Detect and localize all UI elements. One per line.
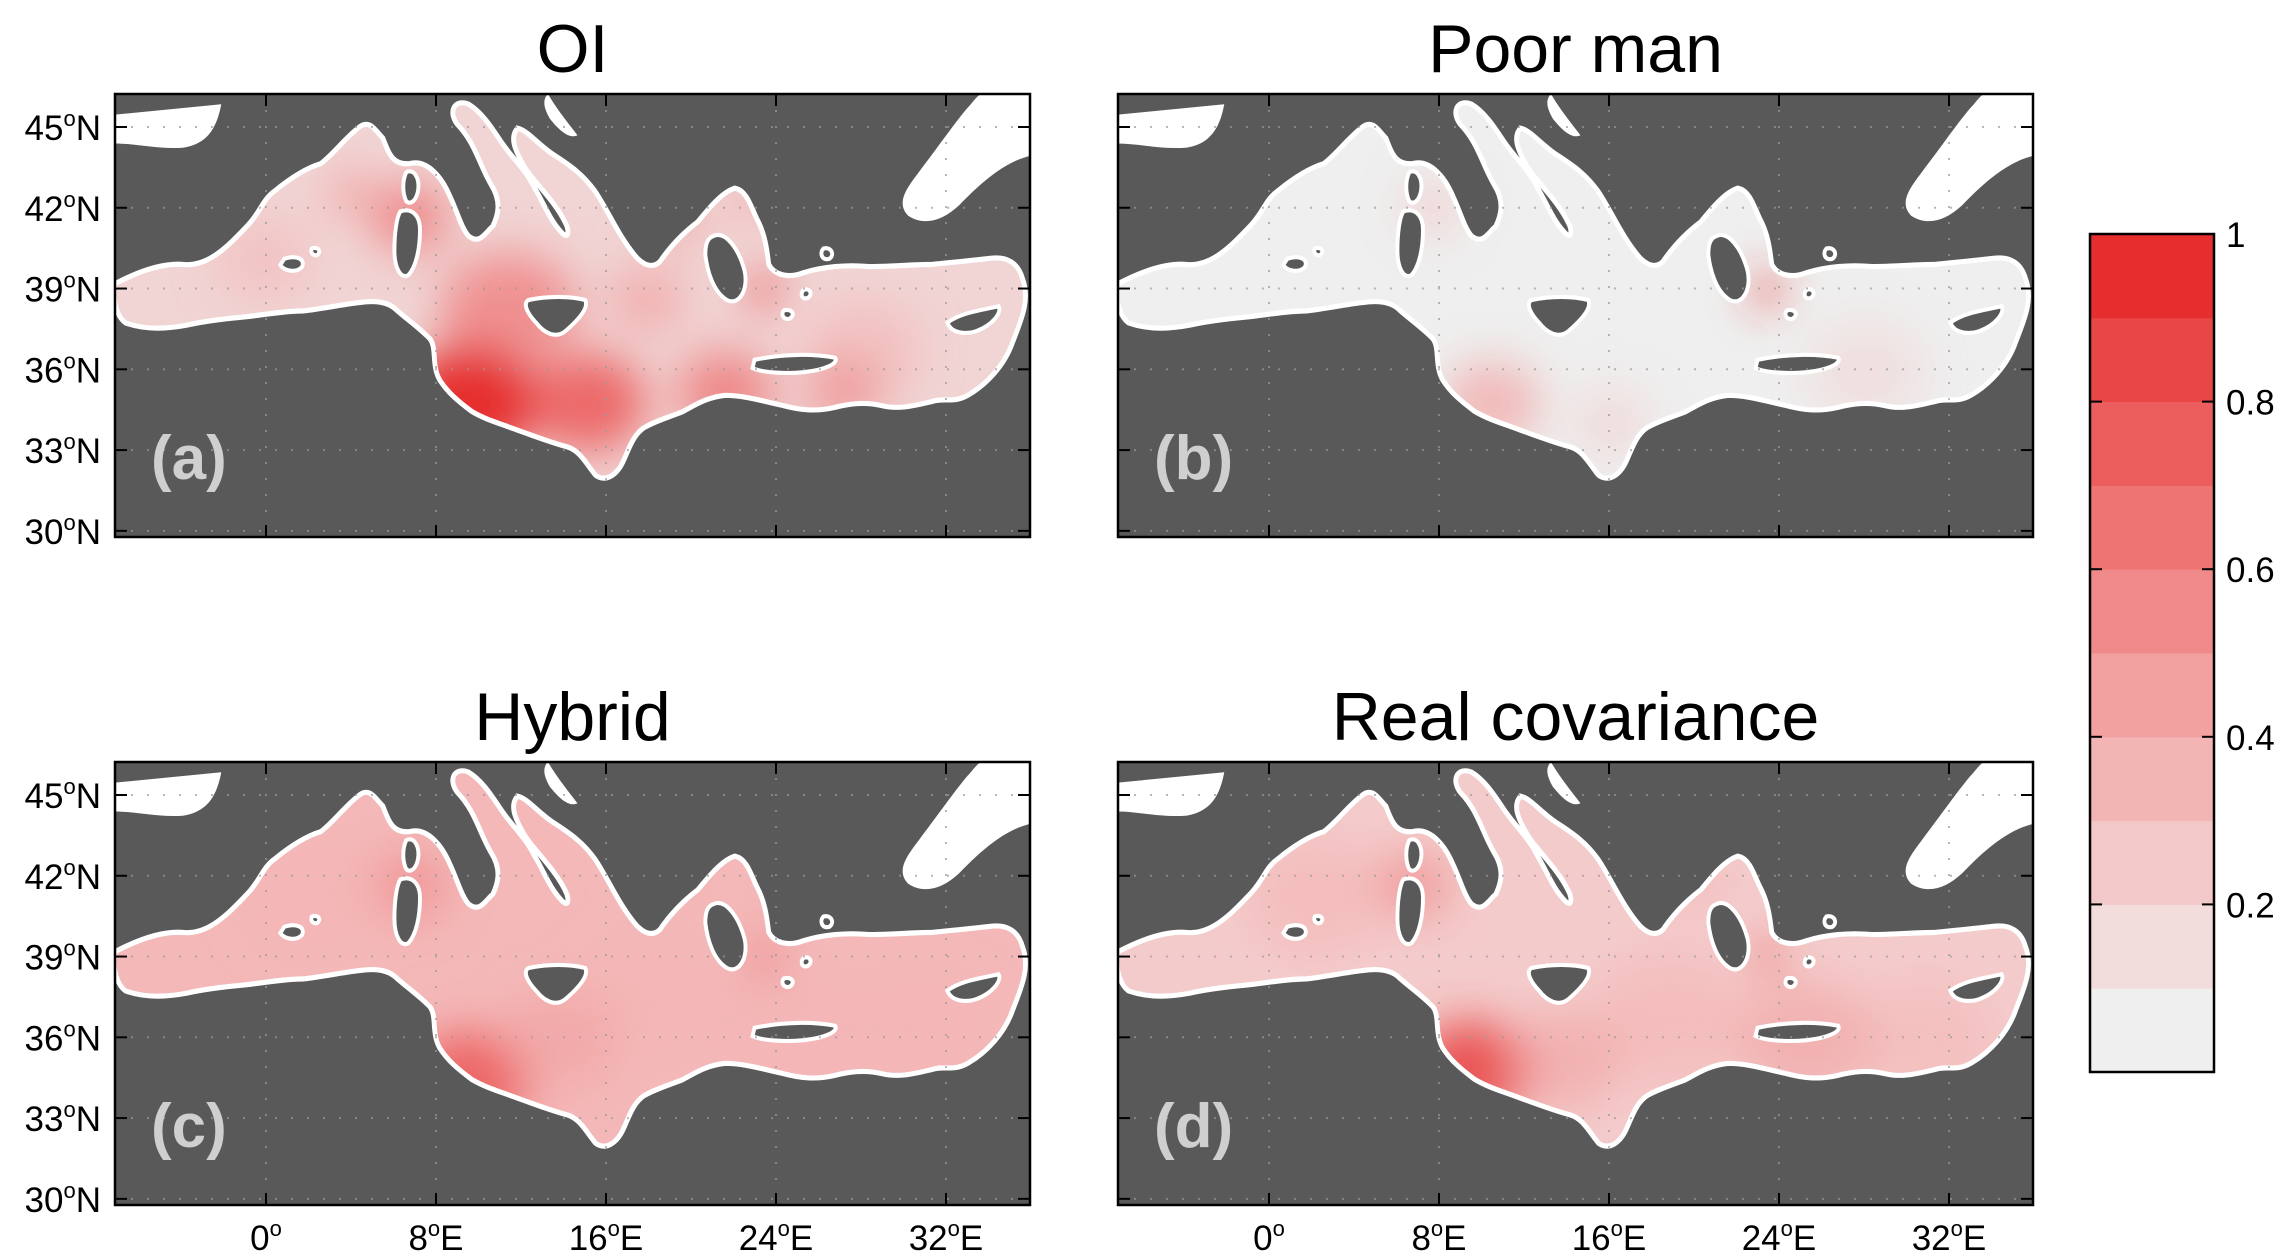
lon-tick-label: 8oE (1411, 1216, 1466, 1256)
colorbar-swatch (2090, 821, 2214, 905)
colorbar-swatch (2090, 904, 2214, 988)
lon-tick-label: 0o (1253, 1216, 1285, 1256)
lon-tick-label: 24oE (739, 1216, 814, 1256)
panel-label: (c) (151, 1092, 227, 1161)
intensity-blob (1752, 277, 1783, 303)
colorbar-tick-label: 0.2 (2226, 886, 2275, 925)
map-panel: OI (a) 45oN 42oN 39oN 36oN 33oN 30oN (25, 11, 1030, 552)
intensity-blob (1754, 946, 1782, 969)
lon-tick-label: 8oE (408, 1216, 463, 1256)
lat-tick-label: 39oN (25, 268, 101, 310)
panel-title: OI (537, 11, 609, 87)
lat-tick-label: 45oN (25, 774, 101, 816)
map-panels: OI (a) 45oN 42oN 39oN 36oN 33oN 30oN Poor man (b)… (25, 11, 2033, 1256)
panel-title: Hybrid (474, 679, 671, 755)
lat-tick-label: 36oN (25, 348, 101, 390)
lat-tick-label: 36oN (25, 1016, 101, 1058)
colorbar-swatch (2090, 737, 2214, 821)
colorbar-swatch (2090, 988, 2214, 1072)
lon-tick-label: 32oE (1912, 1216, 1987, 1256)
lat-tick-label: 30oN (25, 1178, 101, 1220)
intensity-blob (499, 991, 617, 1090)
lat-tick-label: 45oN (25, 106, 101, 148)
colorbar-swatch (2090, 234, 2214, 318)
lat-tick-label: 33oN (25, 1097, 101, 1139)
colorbar-tick-label: 0.4 (2226, 719, 2275, 758)
panel-label: (d) (1154, 1092, 1233, 1161)
panel-label: (b) (1154, 424, 1233, 493)
lon-tick-label: 24oE (1742, 1216, 1817, 1256)
map-panel: Real covariance (d) 0o 8oE 16oE 24oE 32oE (1118, 679, 2033, 1256)
colorbar-swatch (2090, 653, 2214, 737)
colorbar: 1 0.8 0.6 0.4 0.2 (2090, 216, 2275, 1073)
colorbar-swatch (2090, 318, 2214, 402)
lat-tick-label: 33oN (25, 429, 101, 471)
lat-tick-label: 42oN (25, 855, 101, 897)
colorbar-tick-label: 1 (2226, 216, 2245, 255)
lon-tick-label: 16oE (1572, 1216, 1647, 1256)
panel-label: (a) (151, 424, 227, 493)
colorbar-swatch (2090, 569, 2214, 653)
map-panel: Hybrid (c) 45oN 42oN 39oN 36oN 33oN 30oN 0o 8oE 16… (25, 679, 1030, 1256)
panel-title: Poor man (1428, 11, 1723, 87)
colorbar-tick-label: 0.6 (2226, 551, 2275, 590)
intensity-blob (607, 267, 686, 333)
intensity-blob (326, 171, 377, 214)
lon-tick-label: 16oE (569, 1216, 644, 1256)
lon-tick-label: 0o (250, 1216, 282, 1256)
panel-title: Real covariance (1332, 679, 1820, 755)
map-panel: Poor man (b) (1118, 11, 2033, 537)
lat-tick-label: 39oN (25, 936, 101, 978)
colorbar-tick-label: 0.8 (2226, 384, 2275, 423)
intensity-blob (751, 946, 779, 969)
intensity-blob (747, 275, 782, 305)
colorbar-swatch (2090, 485, 2214, 569)
colorbar-swatch (2090, 402, 2214, 486)
lat-tick-label: 30oN (25, 510, 101, 552)
lat-tick-label: 42oN (25, 187, 101, 229)
lon-tick-label: 32oE (909, 1216, 984, 1256)
